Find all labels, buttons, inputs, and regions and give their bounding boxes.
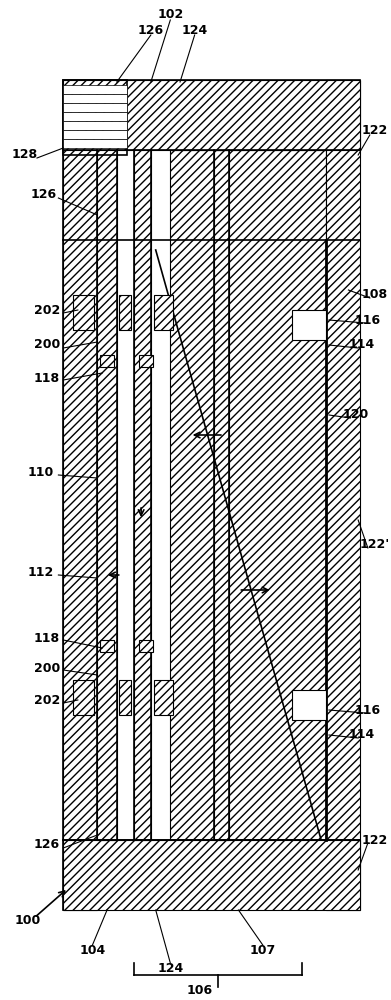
Bar — [63, 80, 97, 910]
Bar — [63, 840, 360, 910]
Text: 114: 114 — [349, 338, 375, 352]
Bar — [63, 80, 360, 910]
Bar — [154, 680, 173, 715]
Bar — [170, 150, 326, 840]
Text: 114: 114 — [349, 728, 375, 742]
Bar — [63, 112, 127, 121]
Text: 108: 108 — [362, 288, 388, 302]
Bar — [119, 295, 131, 330]
Text: 110: 110 — [28, 466, 54, 479]
Bar — [63, 94, 127, 103]
Bar — [63, 85, 127, 94]
Text: 120: 120 — [342, 408, 368, 422]
Bar — [73, 680, 94, 715]
Text: 107: 107 — [249, 944, 276, 956]
Bar — [63, 80, 127, 155]
Text: 116: 116 — [355, 704, 381, 716]
Bar — [214, 150, 229, 840]
Text: 202: 202 — [34, 304, 60, 316]
Text: 124: 124 — [157, 962, 183, 974]
Bar — [73, 295, 94, 330]
Text: 200: 200 — [34, 338, 60, 352]
Text: 202: 202 — [34, 694, 60, 706]
Bar — [292, 310, 326, 340]
Bar — [63, 80, 360, 150]
Bar — [139, 640, 153, 652]
Text: 118: 118 — [34, 371, 60, 384]
Text: 122: 122 — [362, 123, 388, 136]
Bar — [63, 103, 127, 112]
Bar — [326, 80, 360, 910]
Text: 126: 126 — [34, 838, 60, 852]
Text: 118: 118 — [34, 632, 60, 645]
Text: 124: 124 — [181, 23, 208, 36]
Text: 126: 126 — [138, 23, 164, 36]
Bar — [292, 690, 326, 720]
Bar — [100, 355, 114, 367]
Text: 112: 112 — [28, 566, 54, 578]
Text: 116: 116 — [355, 314, 381, 326]
Text: 122': 122' — [360, 538, 390, 552]
Text: 100: 100 — [14, 914, 40, 926]
Bar — [100, 640, 114, 652]
Text: 104: 104 — [79, 944, 106, 956]
Bar — [63, 130, 127, 139]
Text: 126: 126 — [31, 188, 57, 202]
Bar — [119, 680, 131, 715]
Bar — [97, 150, 117, 840]
Text: 122: 122 — [362, 834, 388, 846]
Text: 106: 106 — [187, 984, 213, 996]
Bar — [139, 355, 153, 367]
Bar — [154, 295, 173, 330]
Bar — [134, 150, 151, 840]
Text: 102: 102 — [157, 8, 183, 21]
Text: 128: 128 — [11, 148, 38, 161]
Text: 200: 200 — [34, 662, 60, 674]
Bar — [63, 139, 127, 148]
Bar — [63, 121, 127, 130]
